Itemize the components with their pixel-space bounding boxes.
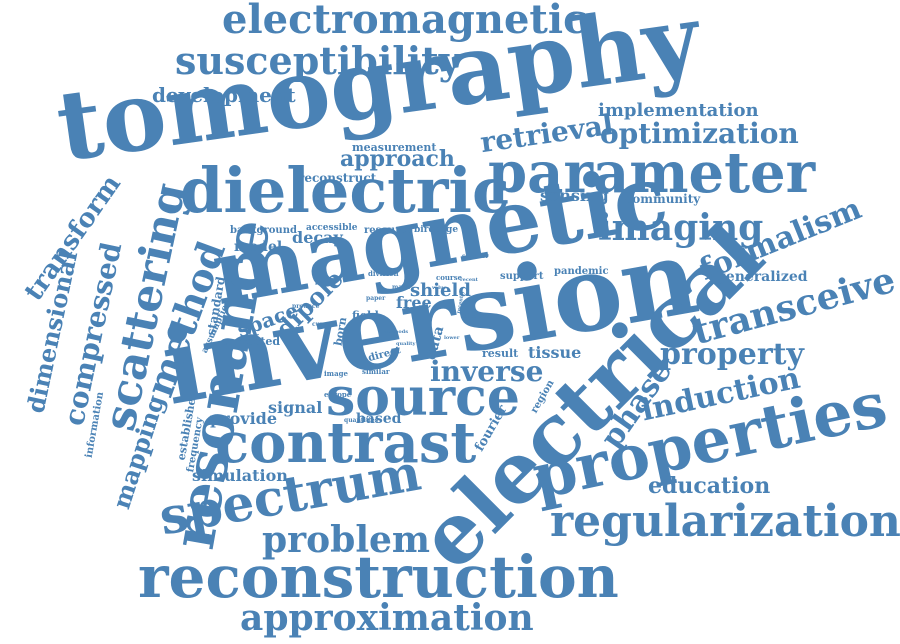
word-reconstruct: reconstruct	[298, 171, 377, 185]
word-methods: methods	[384, 329, 409, 335]
word-division: division	[368, 269, 399, 278]
word-generalized: generalized	[716, 269, 808, 285]
word-pandemic: pandemic	[554, 266, 609, 277]
word-tissue: tissue	[528, 343, 582, 362]
word-reconstruction: reconstruction	[138, 543, 619, 611]
word-susceptibility: susceptibility	[175, 38, 461, 83]
word-measurement: measurement	[352, 141, 437, 154]
word-contrast: contrast	[215, 410, 477, 476]
word-quality: quality	[396, 341, 416, 347]
word-approach: approach	[340, 146, 455, 172]
word-model: model	[234, 239, 283, 255]
word-electric: electric	[464, 313, 490, 320]
word-current: current	[312, 321, 338, 328]
word-approximation: approximation	[240, 597, 534, 639]
word-problem: problem	[262, 519, 430, 561]
word-simulation: simulation	[192, 466, 288, 485]
word-scanner: scanner	[462, 253, 489, 260]
word-electromagnetic: electromagnetic	[222, 0, 588, 43]
word-sensing: sensing	[540, 186, 609, 205]
word-optimization: optimization	[600, 117, 799, 150]
word-shield: shield	[410, 280, 471, 301]
word-parameter: parameter	[488, 140, 816, 206]
word-community: community	[625, 192, 701, 206]
word-based: based	[356, 411, 402, 427]
word-decay: decay	[292, 228, 343, 247]
word-birdcage: birdcage	[414, 225, 459, 235]
word-dielectric: dielectric	[180, 154, 510, 227]
word-development: development	[152, 83, 296, 107]
word-image: image	[324, 369, 348, 378]
word-imaging: imaging	[598, 207, 764, 249]
word-provide: provide	[210, 409, 278, 428]
word-field: field	[352, 309, 379, 322]
word-europe: europe	[324, 390, 352, 399]
word-signal: signal	[268, 398, 323, 417]
word-paper: paper	[366, 295, 386, 302]
word-support: support	[500, 271, 544, 282]
word-quantities: quantities	[344, 417, 379, 424]
word-corrected: corrected	[221, 335, 281, 348]
word-source: source	[326, 367, 520, 428]
word-mask: mask	[392, 284, 410, 291]
word-implementation: implementation	[598, 100, 759, 121]
word-similar: similar	[362, 367, 390, 376]
word-inverse: inverse	[430, 355, 544, 388]
word-background: background	[230, 225, 297, 236]
word-property: property	[660, 337, 804, 372]
word-resource: resource	[364, 225, 413, 236]
word-regularization: regularization	[550, 496, 900, 547]
word-recent: recent	[460, 277, 478, 283]
word-value: value	[432, 285, 447, 291]
word-produce: produce	[292, 303, 320, 310]
word-accessible: accessible	[306, 223, 358, 233]
word-course: course	[436, 273, 463, 282]
word-education: education	[648, 473, 771, 499]
word-result: result	[482, 347, 519, 360]
word-lower: lower	[444, 335, 460, 341]
word-free: free	[396, 293, 432, 312]
